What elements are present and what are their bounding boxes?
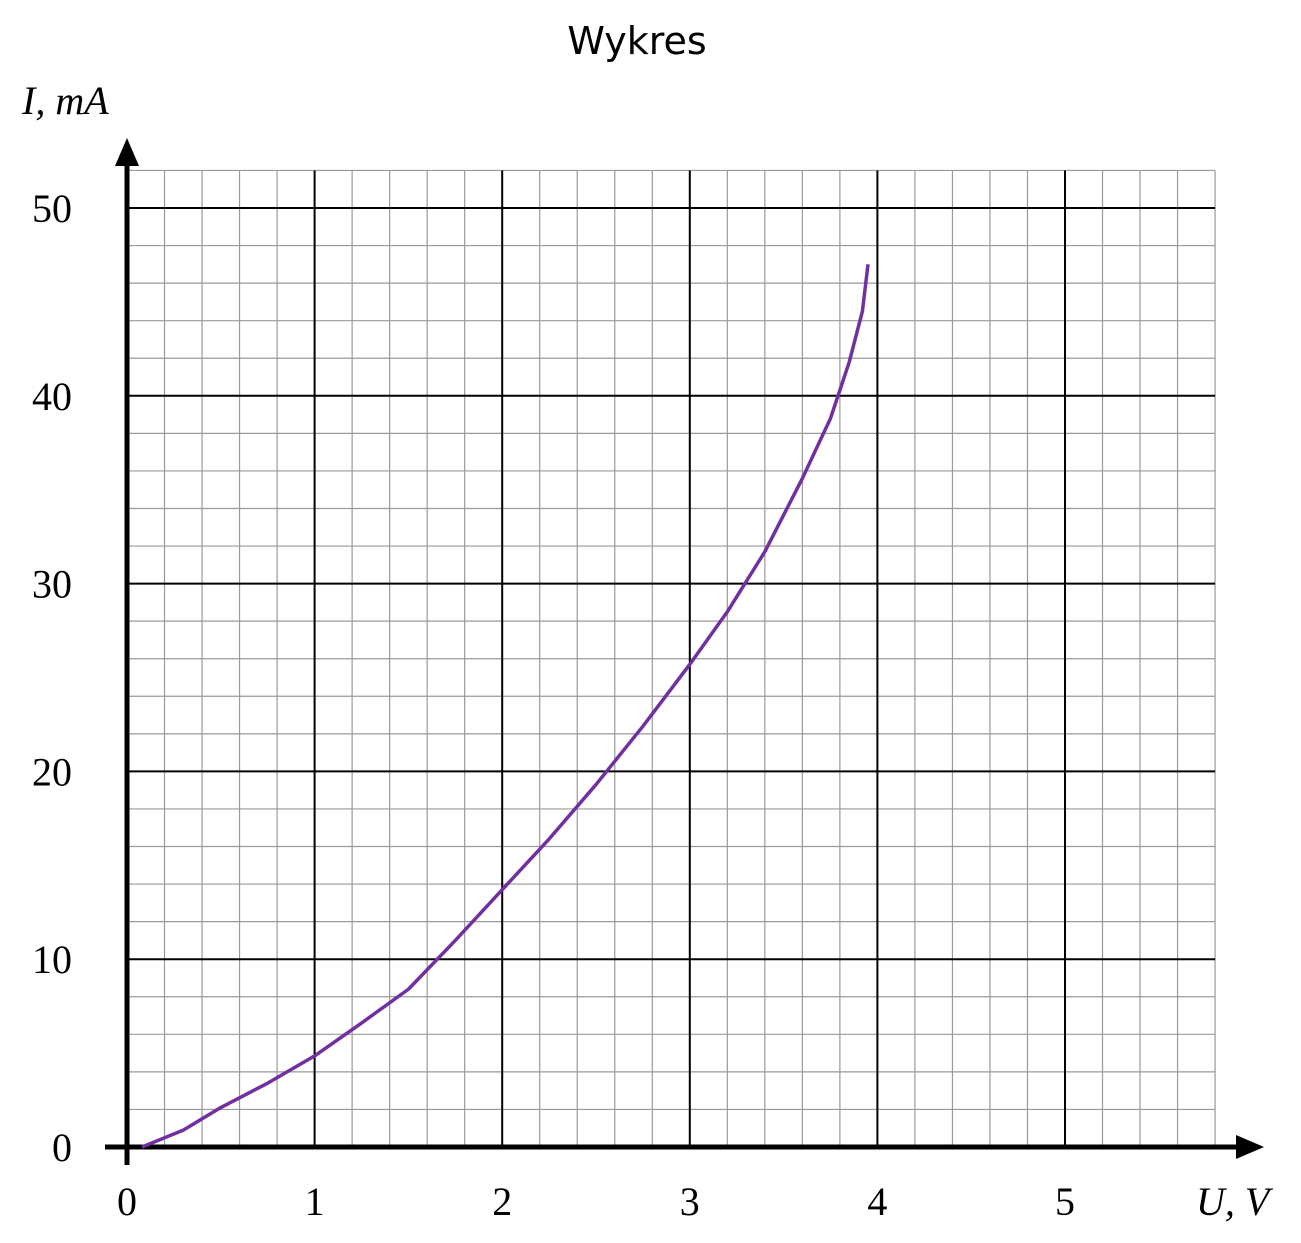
y-axis-label: I, mA <box>21 78 109 123</box>
chart-title: Wykres <box>567 19 706 63</box>
x-axis-label: U, V <box>1196 1179 1274 1224</box>
x-axis-arrow <box>1236 1135 1264 1159</box>
x-tick-label: 4 <box>867 1179 887 1224</box>
x-tick-label: 2 <box>492 1179 512 1224</box>
y-tick-label: 40 <box>32 374 72 419</box>
x-tick-label: 0 <box>117 1179 137 1224</box>
y-tick-label: 10 <box>32 937 72 982</box>
y-tick-label: 0 <box>52 1125 72 1170</box>
y-tick-label: 30 <box>32 562 72 607</box>
data-line <box>141 264 870 1149</box>
y-axis-arrow <box>115 138 139 166</box>
x-tick-label: 5 <box>1055 1179 1075 1224</box>
y-tick-label: 20 <box>32 749 72 794</box>
x-tick-label: 3 <box>680 1179 700 1224</box>
x-tick-label: 1 <box>305 1179 325 1224</box>
y-tick-label: 50 <box>32 186 72 231</box>
